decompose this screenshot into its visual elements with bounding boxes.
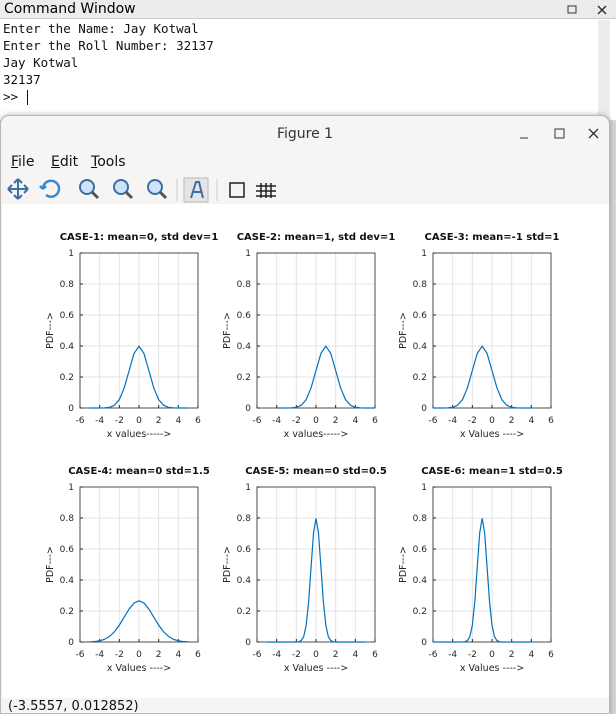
- zoom-in-tool[interactable]: [79, 179, 95, 195]
- console-line: Enter the Roll Number: 32137: [3, 38, 214, 53]
- window-buttons[interactable]: [565, 2, 615, 18]
- console-line: 32137: [3, 72, 41, 87]
- prompt[interactable]: >>: [3, 89, 19, 104]
- command-window-title: Command Window: [0, 0, 616, 19]
- menu-item[interactable]: File: [11, 154, 35, 170]
- rotate-tool[interactable]: [39, 179, 61, 198]
- cursor: [27, 90, 28, 105]
- pan-tool[interactable]: [7, 178, 29, 200]
- status-bar: (-3.5557, 0.012852): [8, 699, 139, 714]
- command-window: Command Window Enter the Name: Jay Kotwa…: [0, 0, 616, 120]
- undock-button[interactable]: [567, 5, 577, 14]
- grid-toggle[interactable]: [256, 183, 276, 198]
- maximize-button[interactable]: [554, 128, 565, 139]
- close-button[interactable]: [588, 128, 599, 139]
- console-line: Jay Kotwal: [3, 55, 79, 70]
- console-line: Enter the Name: Jay Kotwal: [3, 21, 199, 36]
- close-button[interactable]: [597, 5, 607, 15]
- figure-window: Figure 1 File Edit Tools (-3.5557, 0.012…: [0, 115, 610, 714]
- zoom-tool[interactable]: [147, 179, 163, 195]
- zoom-out-tool[interactable]: [113, 179, 129, 195]
- scrollbar[interactable]: [598, 20, 610, 120]
- toolbar: [7, 177, 276, 203]
- menu-item[interactable]: Tools: [91, 154, 126, 170]
- plot-area: [2, 204, 609, 698]
- menu-item[interactable]: Edit: [51, 154, 79, 170]
- box-toggle[interactable]: [229, 182, 245, 198]
- figure-buttons[interactable]: [511, 124, 607, 144]
- figure-title: Figure 1: [276, 126, 334, 142]
